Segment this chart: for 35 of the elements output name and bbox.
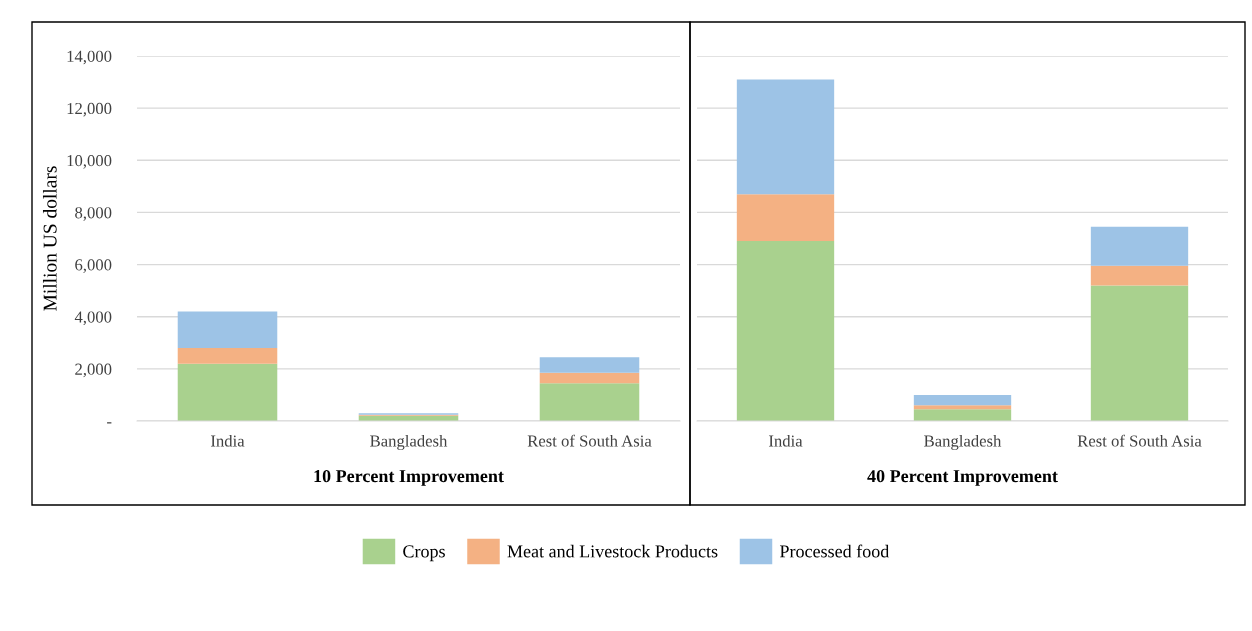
bar [539,357,640,373]
bar [539,372,640,384]
y-tick-label: 4,000 [74,311,112,326]
x-tick-label: Rest of South Asia [1077,434,1202,447]
bar [177,363,278,421]
x-tick-label: India [768,434,803,447]
legend-label: Meat and Livestock Products [507,544,718,558]
y-tick-label: 2,000 [75,363,112,378]
bar [1090,226,1189,266]
y-tick-label: 14,000 [67,50,112,65]
bar [736,241,835,421]
bar [736,194,835,242]
y-tick-label: 6,000 [75,259,112,273]
bar [736,79,835,195]
bar [1090,285,1189,421]
bar [913,394,1012,406]
x-axis-title: 10 Percent Improvement [314,470,504,486]
x-tick-label: India [210,434,245,447]
bar [1090,265,1189,286]
y-axis-title: Million US dollars [42,166,57,311]
bar [177,311,278,348]
x-tick-label: Rest of South Asia [527,434,652,447]
x-tick-label: Bangladesh [924,434,1002,451]
bar [913,405,1012,410]
legend-label: Processed food [779,544,890,558]
y-tick-label: 10,000 [67,154,112,169]
legend-label: Crops [403,545,445,562]
bar [177,348,278,364]
y-tick-label: 12,000 [67,102,112,117]
x-axis-title: 40 Percent Improvement [867,470,1058,486]
bar [913,409,1012,421]
bar [539,383,640,421]
y-tick-label: - [107,422,112,424]
x-tick-label: Bangladesh [370,434,448,451]
y-tick-label: 8,000 [75,207,112,221]
